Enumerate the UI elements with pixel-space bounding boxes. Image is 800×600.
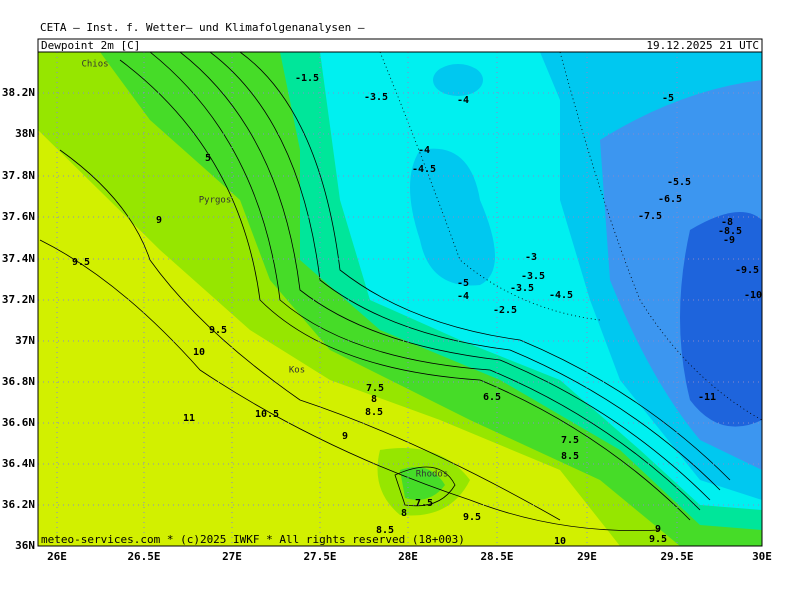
lon-label: 26E <box>47 550 67 563</box>
contour-label: -1.5 <box>295 73 319 84</box>
contour-label: 10 <box>193 347 205 358</box>
contour-label: -3.5 <box>510 283 534 294</box>
lat-label: 38N <box>15 127 35 140</box>
contour-label: 9.5 <box>72 257 90 268</box>
contour-label: 9 <box>342 431 348 442</box>
contour <box>119 59 691 521</box>
contour-label: -4.5 <box>412 164 436 175</box>
source-title: CETA – Inst. f. Wetter– und Klimafolgena… <box>40 21 365 34</box>
contour-label: -3.5 <box>364 92 388 103</box>
contour-label: 9.5 <box>649 534 667 545</box>
lat-label: 37N <box>15 334 35 347</box>
contour-label: 7.5 <box>366 383 384 394</box>
contour <box>379 52 601 321</box>
place: Rhodos <box>416 470 449 480</box>
contour-label: -4.5 <box>549 290 573 301</box>
contour-label: 8.5 <box>376 525 394 536</box>
contour-label: 8 <box>371 394 377 405</box>
contour-label: 5 <box>205 153 211 164</box>
lat-label: 37.4N <box>2 252 35 265</box>
contour-label: 8.5 <box>365 407 383 418</box>
footer: meteo-services.com * (c)2025 IWKF * All … <box>41 533 465 546</box>
lon-label: 27E <box>222 550 242 563</box>
lat-label: 37.6N <box>2 210 35 223</box>
contour-label: 9.5 <box>463 512 481 523</box>
contour-label: 8.5 <box>561 451 579 462</box>
fill-lightblue <box>433 64 483 96</box>
place: Pyrgos <box>199 196 232 206</box>
contour-label: -2.5 <box>493 305 517 316</box>
contour-label: -3 <box>525 252 537 263</box>
contour-label: 7.5 <box>561 435 579 446</box>
lat-label: 36.4N <box>2 457 35 470</box>
contour-label: -4 <box>418 145 430 156</box>
lon-label: 29.5E <box>660 550 693 563</box>
contour-label: 9.5 <box>209 325 227 336</box>
contour-label: -8 <box>721 217 733 228</box>
lon-label: 27.5E <box>303 550 336 563</box>
contour <box>59 149 561 521</box>
contour-label: 10 <box>554 536 566 547</box>
lon-label: 28.5E <box>480 550 513 563</box>
contour-label: 11 <box>183 413 195 424</box>
lon-label: 28E <box>398 550 418 563</box>
contour-label: 6.5 <box>483 392 501 403</box>
place: Kos <box>289 366 305 376</box>
lon-label: 26.5E <box>127 550 160 563</box>
map-field <box>38 52 762 546</box>
contour-label: -5 <box>457 278 469 289</box>
contour <box>559 52 762 421</box>
contour-label: 9 <box>156 215 162 226</box>
lon-label: 29E <box>577 550 597 563</box>
plot-frame <box>37 51 763 547</box>
contour <box>239 52 731 481</box>
contour <box>39 239 661 532</box>
lat-label: 37.2N <box>2 293 35 306</box>
contour-label: -7.5 <box>638 211 662 222</box>
contour-label: -8.5 <box>718 226 742 237</box>
contour-label: -9.5 <box>735 265 759 276</box>
contour-label: -10 <box>744 290 762 301</box>
contour-label: 10.5 <box>255 409 279 420</box>
contour-label: -5 <box>662 93 674 104</box>
place: Chios <box>81 60 108 70</box>
contour <box>209 52 721 491</box>
contour-label: 7.5 <box>415 498 433 509</box>
lat-label: 37.8N <box>2 169 35 182</box>
contour-label: 9 <box>655 524 661 535</box>
contour-label: -6.5 <box>658 194 682 205</box>
contour-label: -4 <box>457 291 469 302</box>
lat-label: 36.2N <box>2 498 35 511</box>
lat-label: 36.8N <box>2 375 35 388</box>
contour <box>179 52 711 501</box>
contour-label: -9 <box>723 235 735 246</box>
contour-label: 8 <box>401 508 407 519</box>
contour-label: -3.5 <box>521 271 545 282</box>
fill-darkblue <box>680 212 762 427</box>
field-title: Dewpoint 2m [C] <box>41 39 140 52</box>
contour-label: -5.5 <box>667 177 691 188</box>
lon-label: 30E <box>752 550 772 563</box>
lat-label: 38.2N <box>2 86 35 99</box>
contour-label: -4 <box>457 95 469 106</box>
contour <box>149 52 701 511</box>
contour <box>394 466 456 507</box>
contour-label: -11 <box>698 392 716 403</box>
valid-time: 19.12.2025 21 UTC <box>646 39 759 52</box>
lat-label: 36N <box>15 539 35 552</box>
lat-label: 36.6N <box>2 416 35 429</box>
